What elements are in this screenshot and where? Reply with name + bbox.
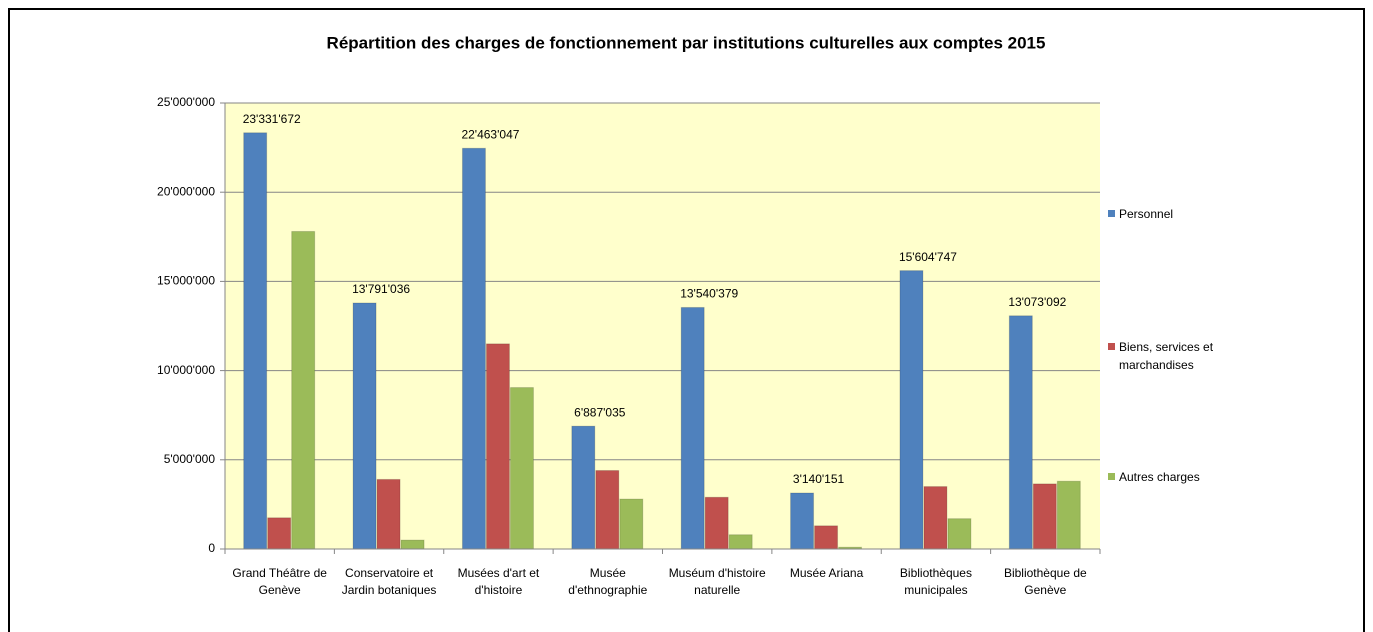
bar [1032, 483, 1057, 550]
bar [267, 517, 292, 550]
bar [400, 539, 425, 550]
bar [461, 147, 486, 550]
bar [376, 478, 401, 550]
y-tick-label: 0 [208, 541, 215, 555]
chart-title: Répartition des charges de fonctionnemen… [327, 33, 1046, 52]
legend-swatch [1108, 343, 1115, 350]
y-tick-label: 15'000'000 [157, 274, 215, 288]
bar [814, 525, 839, 550]
data-label: 23'331'672 [243, 112, 301, 126]
bar [485, 343, 510, 550]
bar [790, 492, 815, 550]
data-label: 13'073'092 [1008, 295, 1066, 309]
x-tick-label: Muséum d'histoire naturelle [668, 566, 766, 597]
bar [899, 270, 924, 550]
bar [619, 498, 644, 550]
y-tick-label: 25'000'000 [157, 95, 215, 109]
data-label: 15'604'747 [899, 250, 957, 264]
legend-swatch [1108, 210, 1115, 217]
legend-label: Personnel [1119, 207, 1174, 221]
y-tick-label: 5'000'000 [164, 452, 216, 466]
bar [291, 230, 316, 550]
x-tick-label: Bibliothèque de Genève [1003, 566, 1087, 597]
legend-swatch [1108, 473, 1115, 480]
legend-label: Autres charges [1119, 470, 1200, 484]
legend-label: Biens, services et marchandises [1119, 340, 1214, 372]
y-tick-label: 10'000'000 [157, 363, 215, 377]
y-tick-label: 20'000'000 [157, 184, 215, 198]
x-tick-label: Musée Ariana [789, 566, 864, 580]
data-label: 13'791'036 [352, 282, 410, 296]
x-tick-label: Musée d'ethnographie [568, 566, 648, 597]
bar [243, 132, 268, 550]
bar [352, 302, 377, 550]
data-label: 6'887'035 [574, 405, 626, 419]
data-label: 3'140'151 [793, 472, 845, 486]
frame [8, 8, 1365, 632]
bar [680, 306, 705, 550]
bar [1008, 315, 1033, 550]
bar [509, 387, 534, 550]
bar [947, 518, 972, 550]
bar [923, 486, 948, 550]
x-tick-label: Conservatoire et Jardin botaniques [341, 566, 437, 597]
bar [571, 425, 596, 550]
data-label: 13'540'379 [680, 287, 738, 301]
x-tick-label: Musées d'art et d'histoire [457, 566, 540, 597]
bar [704, 496, 729, 550]
x-tick-label: Grand Théâtre de Genève [232, 566, 327, 597]
bar [595, 470, 620, 550]
bar [1056, 480, 1081, 550]
x-tick-label: Bibliothèques municipales [899, 566, 972, 597]
data-label: 22'463'047 [461, 127, 519, 141]
bar [728, 534, 753, 550]
